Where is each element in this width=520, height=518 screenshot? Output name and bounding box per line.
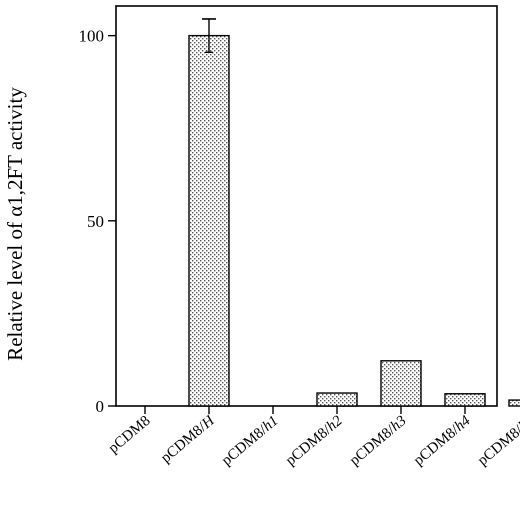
- y-tick-label: 0: [96, 397, 105, 416]
- bar: [316, 392, 358, 407]
- x-tick-label: pCDM8/h4: [411, 412, 474, 469]
- y-axis: 0 50 100: [79, 27, 116, 416]
- x-tick-label: pCDM8/h2: [283, 412, 346, 469]
- error-bar: [202, 18, 216, 53]
- plot-frame: [115, 5, 498, 407]
- x-tick-label: pCDM8/h3: [347, 413, 410, 469]
- bar: [188, 34, 230, 407]
- y-tick-label: 50: [87, 212, 104, 231]
- y-axis-label: Relative level of α1,2FT activity: [3, 87, 27, 361]
- plot-border: [115, 5, 498, 407]
- bar: [444, 393, 486, 407]
- x-tick-label: pCDM8/H: [158, 412, 218, 466]
- x-tick-label: pCDM8: [106, 413, 154, 457]
- bars: [188, 18, 520, 407]
- x-tick-label: pCDM8/h1: [219, 413, 282, 469]
- bar: [380, 360, 422, 407]
- x-tick-label: pCDM8/h5: [475, 412, 520, 469]
- y-tick-label: 100: [79, 27, 105, 46]
- bar: [508, 399, 520, 407]
